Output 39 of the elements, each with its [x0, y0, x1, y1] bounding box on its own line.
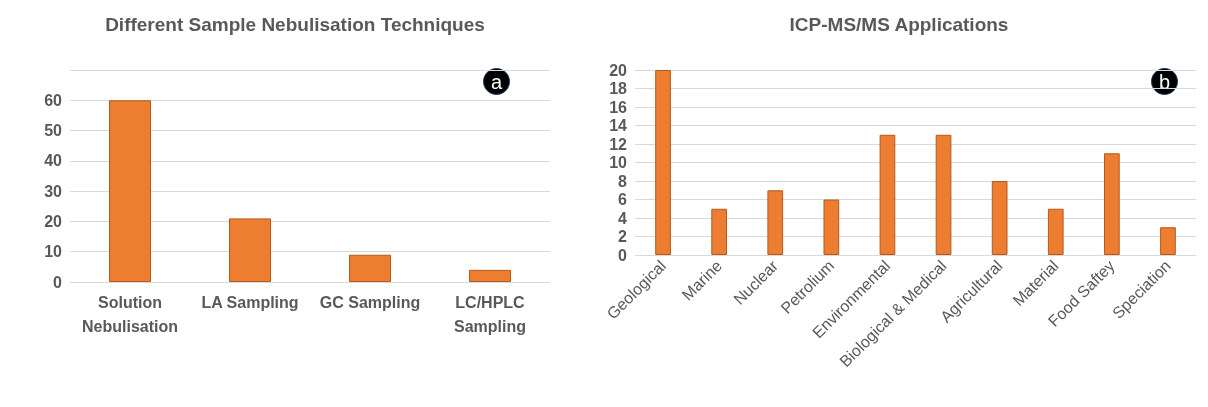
bar	[1160, 227, 1176, 255]
bar	[823, 199, 840, 255]
y-tick-label: 4	[618, 209, 628, 227]
y-tick-label: 60	[44, 91, 63, 109]
y-tick-label: 20	[609, 61, 628, 79]
y-tick-label: 40	[44, 152, 63, 170]
y-tick-label: 0	[53, 273, 63, 291]
y-tick-label: 18	[609, 80, 628, 97]
y-tick-label: 8	[618, 172, 628, 190]
y-tick-label: 14	[609, 117, 628, 134]
x-tick-label: LC/HPLC Sampling	[453, 293, 527, 335]
y-tick-label: 6	[618, 191, 628, 208]
y-tick-label: 2	[618, 228, 628, 245]
x-tick-label: LA Sampling	[201, 293, 299, 311]
y-tick-label: 10	[44, 243, 63, 261]
bar	[109, 100, 151, 282]
y-tick-label: 10	[609, 154, 628, 171]
y-tick-label: 20	[44, 212, 63, 230]
bar	[991, 181, 1008, 255]
bar	[469, 269, 511, 282]
bar	[349, 254, 391, 282]
x-tick-label: Solution Nebulisation	[81, 293, 179, 335]
y-tick-label: 30	[44, 182, 63, 200]
y-tick-label: 12	[609, 135, 628, 153]
bar	[935, 134, 952, 255]
bar	[1047, 208, 1064, 255]
bar	[767, 190, 784, 255]
x-tick-label: GC Sampling	[319, 293, 421, 311]
y-tick-label: 16	[609, 98, 628, 116]
bar	[655, 70, 671, 255]
annotation: a	[490, 70, 503, 93]
bar	[879, 134, 896, 255]
bar	[1104, 153, 1120, 255]
chart-title: Different Sample Nebulisation Techniques	[105, 14, 485, 35]
bar	[711, 208, 727, 255]
bar	[229, 218, 271, 282]
chart-title: ICP-MS/MS Applications	[789, 14, 1009, 35]
y-tick-label: 50	[44, 122, 63, 140]
y-tick-label: 0	[618, 246, 628, 264]
